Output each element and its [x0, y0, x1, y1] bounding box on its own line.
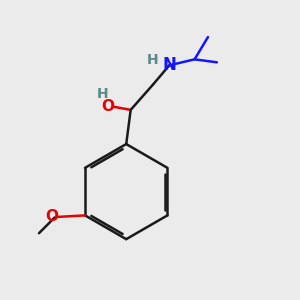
- Text: H: H: [97, 86, 108, 100]
- Text: N: N: [162, 56, 176, 74]
- Text: O: O: [101, 99, 114, 114]
- Text: H: H: [147, 53, 159, 67]
- Text: O: O: [45, 209, 58, 224]
